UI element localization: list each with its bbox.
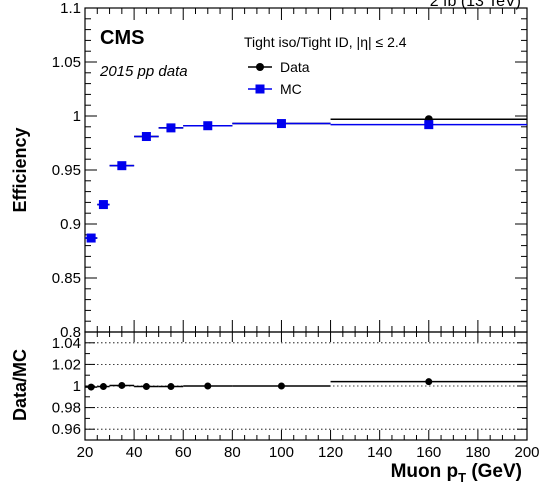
x-tick-label: 80 [224, 444, 241, 461]
legend: Data MC [248, 59, 310, 97]
mc-point [276, 119, 286, 129]
y-tick-label-ratio: 1 [73, 378, 81, 395]
ratio-point [87, 383, 95, 391]
y-tick-label-main: 0.8 [60, 324, 81, 341]
y-tick-label-ratio: 1.04 [52, 335, 81, 352]
y-axis-title-ratio: Data/MC [10, 349, 30, 421]
dataset-label: 2015 pp data [99, 63, 188, 80]
ratio-point [167, 383, 175, 391]
ratio-point [277, 382, 285, 390]
y-tick-label-main: 0.9 [60, 216, 81, 233]
y-tick-label-ratio: 1.02 [52, 356, 81, 373]
y-tick-label-ratio: 0.96 [52, 421, 81, 438]
top-right-header: 2 fb (13 TeV) [430, 0, 521, 10]
legend-mc-label: MC [280, 81, 302, 97]
cms-label: CMS [100, 27, 144, 49]
mc-point [86, 233, 96, 243]
ratio-point [99, 383, 107, 391]
x-tick-label: 120 [318, 444, 343, 461]
x-tick-label: 200 [514, 444, 539, 461]
ratio-point [142, 383, 150, 391]
legend-data-label: Data [280, 59, 310, 75]
y-tick-label-main: 1.1 [60, 0, 81, 17]
x-tick-label: 140 [367, 444, 392, 461]
mc-point [98, 200, 108, 210]
mc-point [203, 121, 213, 131]
x-tick-label: 160 [416, 444, 441, 461]
mc-point [117, 161, 127, 171]
legend-mc-marker [255, 84, 265, 94]
ratio-point [425, 378, 433, 386]
x-axis-title-subscript: T [458, 470, 466, 485]
ratio-panel: 0.96 0.98 1 1.02 1.04 20 40 60 80 100 120 140 160 180… [52, 331, 540, 461]
x-tick-label: 40 [126, 444, 143, 461]
mc-point [166, 123, 176, 133]
legend-data-marker [256, 63, 264, 71]
x-axis-title-main: Muon p [391, 461, 459, 482]
mc-point [141, 132, 151, 142]
y-tick-label-ratio: 0.98 [52, 400, 81, 417]
ratio-point [118, 381, 126, 389]
y-tick-label-main: 0.85 [52, 270, 81, 287]
x-axis-title: Muon pT (GeV) [391, 461, 522, 485]
y-tick-label-main: 1.05 [52, 54, 81, 71]
y-tick-label-main: 1 [73, 108, 81, 125]
x-tick-label: 180 [465, 444, 490, 461]
ratio-point [204, 382, 212, 390]
y-axis-title-main: Efficiency [10, 127, 30, 212]
x-tick-label: 20 [77, 444, 94, 461]
main-frame [84, 7, 528, 333]
selection-label: Tight iso/Tight ID, |η| ≤ 2.4 [244, 34, 407, 50]
x-axis-title-unit: (GeV) [466, 461, 522, 482]
x-tick-label: 100 [269, 444, 294, 461]
mc-point [424, 120, 434, 130]
x-tick-label: 60 [175, 444, 192, 461]
y-tick-label-main: 0.95 [52, 162, 81, 179]
main-panel: 0.8 0.85 0.9 0.95 1 1.05 1.1 [52, 0, 528, 341]
